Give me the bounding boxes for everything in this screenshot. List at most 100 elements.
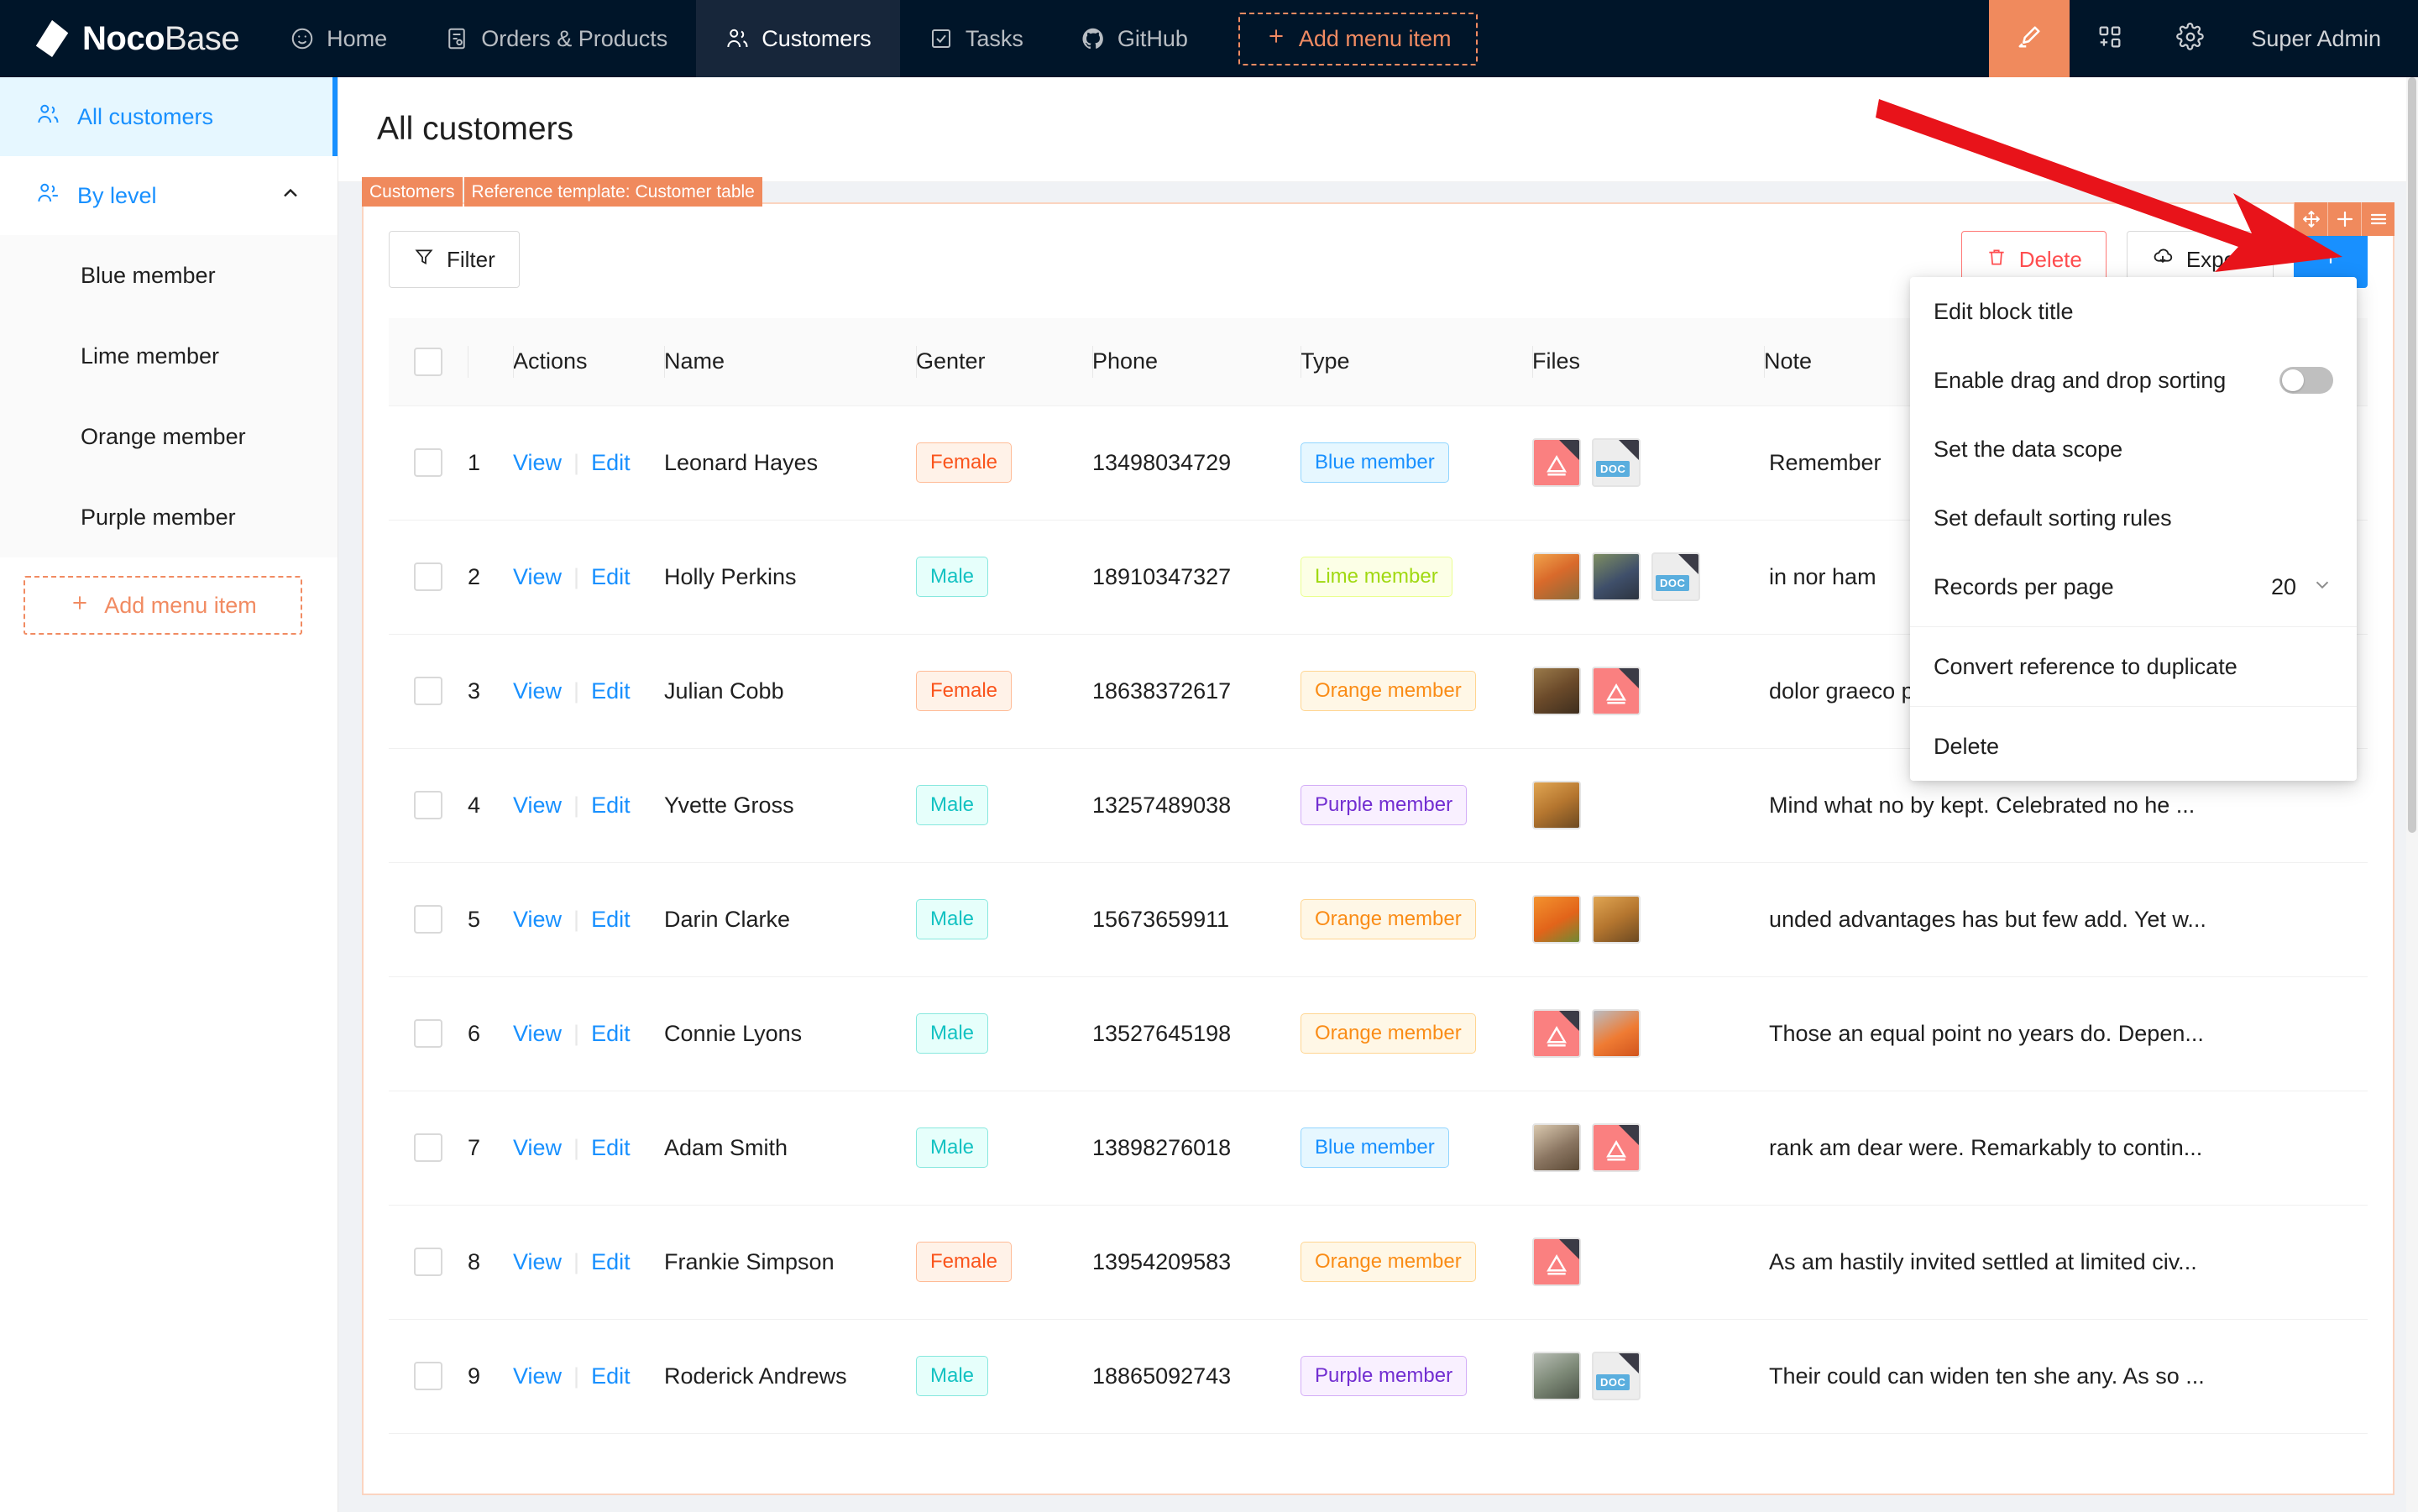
table-row[interactable]: 8 View | Edit Frankie Simpson Female 139542095…: [389, 1205, 2368, 1320]
file-thumbnail-doc-icon[interactable]: DOC: [1592, 438, 1641, 487]
highlighter-icon: [2014, 22, 2044, 56]
table-row[interactable]: 4 View | Edit Yvette Gross Male 13257489038 Pur…: [389, 748, 2368, 863]
page-vertical-scrollbar[interactable]: [2406, 77, 2418, 1512]
file-thumbnail-image[interactable]: [1592, 895, 1641, 944]
ui-editor-toggle-button[interactable]: [1989, 0, 2070, 77]
file-thumbnail-doc-icon[interactable]: DOC: [1592, 1352, 1641, 1400]
menu-item-enable-drag-and-drop-sorting[interactable]: Enable drag and drop sorting: [1910, 346, 2357, 415]
row-checkbox[interactable]: [414, 562, 442, 591]
menu-item-delete[interactable]: Delete: [1910, 712, 2357, 781]
select-all-checkbox[interactable]: [414, 347, 442, 376]
sidebar-add-menu-item-button[interactable]: Add menu item: [24, 576, 302, 635]
sidebar-item-purple-member[interactable]: Purple member: [0, 477, 338, 557]
nav-item-label: GitHub: [1117, 25, 1188, 51]
cell-files: ⧋ DOC: [1532, 405, 1764, 521]
file-thumbnail-image[interactable]: [1532, 552, 1581, 601]
row-actions-cell: View | Edit: [513, 1319, 664, 1434]
row-checkbox[interactable]: [414, 905, 442, 934]
edit-link[interactable]: Edit: [591, 906, 631, 932]
view-link[interactable]: View: [513, 1248, 563, 1274]
cell-files: ⧋: [1532, 1091, 1764, 1206]
menu-item-label: Records per page: [1934, 573, 2114, 599]
view-link[interactable]: View: [513, 1020, 563, 1046]
file-thumbnail-image[interactable]: [1532, 895, 1581, 944]
drag-sorting-toggle[interactable]: [2279, 367, 2333, 394]
file-thumbnail-image[interactable]: [1592, 552, 1641, 601]
table-row[interactable]: 3 View | Edit Julian Cobb Female 18638372617 Or…: [389, 634, 2368, 749]
row-checkbox[interactable]: [414, 1133, 442, 1162]
edit-link[interactable]: Edit: [591, 1248, 631, 1274]
sidebar-item-all-customers[interactable]: All customers: [0, 77, 338, 156]
edit-link[interactable]: Edit: [591, 792, 631, 818]
plus-icon[interactable]: [2327, 202, 2361, 236]
filter-button[interactable]: Filter: [389, 231, 520, 288]
view-link[interactable]: View: [513, 449, 563, 475]
chevron-up-icon[interactable]: [279, 181, 302, 211]
file-thumbnail-image[interactable]: [1532, 781, 1581, 829]
file-thumbnail-image[interactable]: [1532, 1352, 1581, 1400]
file-thumbnail-image[interactable]: [1532, 667, 1581, 715]
gender-tag: Male: [916, 785, 989, 825]
view-link[interactable]: View: [513, 563, 563, 589]
file-thumbnail-doc-icon[interactable]: DOC: [1651, 552, 1700, 601]
scrollbar-thumb[interactable]: [2408, 77, 2416, 833]
menu-item-edit-block-title[interactable]: Edit block title: [1910, 277, 2357, 346]
table-row[interactable]: 2 View | Edit Holly Perkins Male 18910347327 Li…: [389, 520, 2368, 635]
file-thumbnail-pdf-icon[interactable]: ⧋: [1592, 1123, 1641, 1172]
cell-files: DOC: [1532, 1319, 1764, 1434]
nav-item-orders-products[interactable]: Orders & Products: [416, 0, 696, 77]
nav-item-tasks[interactable]: Tasks: [900, 0, 1052, 77]
nav-item-customers[interactable]: Customers: [696, 0, 900, 77]
brand-logo-area[interactable]: NocoBase: [0, 0, 261, 77]
sidebar-item-lime-member[interactable]: Lime member: [0, 316, 338, 396]
sidebar-group-by-level[interactable]: By level: [0, 156, 338, 235]
view-link[interactable]: View: [513, 1134, 563, 1160]
current-user-menu[interactable]: Super Admin: [2231, 0, 2418, 77]
chevron-down-icon[interactable]: [2311, 573, 2333, 601]
edit-link[interactable]: Edit: [591, 678, 631, 704]
file-list: ⧋: [1532, 1237, 1764, 1286]
file-list: DOC: [1532, 552, 1764, 601]
topnav-add-menu-item-button[interactable]: Add menu item: [1238, 12, 1479, 65]
file-thumbnail-pdf-icon[interactable]: ⧋: [1592, 667, 1641, 715]
row-checkbox[interactable]: [414, 791, 442, 819]
file-thumbnail-pdf-icon[interactable]: ⧋: [1532, 1009, 1581, 1058]
view-link[interactable]: View: [513, 1363, 563, 1389]
edit-link[interactable]: Edit: [591, 449, 631, 475]
file-thumbnail-image[interactable]: [1532, 1123, 1581, 1172]
settings-button[interactable]: [2150, 0, 2231, 77]
nav-item-github[interactable]: GitHub: [1052, 0, 1217, 77]
drag-move-icon[interactable]: [2294, 202, 2327, 236]
edit-link[interactable]: Edit: [591, 1020, 631, 1046]
row-checkbox[interactable]: [414, 448, 442, 477]
plugin-manager-button[interactable]: [2070, 0, 2150, 77]
view-link[interactable]: View: [513, 792, 563, 818]
row-checkbox[interactable]: [414, 1248, 442, 1276]
topnav-add-menu-item-label: Add menu item: [1298, 25, 1452, 51]
table-row[interactable]: 6 View | Edit Connie Lyons Male 13527645198 Ora…: [389, 976, 2368, 1091]
view-link[interactable]: View: [513, 678, 563, 704]
edit-link[interactable]: Edit: [591, 1134, 631, 1160]
file-thumbnail-image[interactable]: [1592, 1009, 1641, 1058]
menu-item-set-the-data-scope[interactable]: Set the data scope: [1910, 415, 2357, 484]
row-checkbox[interactable]: [414, 677, 442, 705]
file-thumbnail-pdf-icon[interactable]: ⧋: [1532, 1237, 1581, 1286]
menu-item-records-per-page[interactable]: Records per page 20: [1910, 552, 2357, 621]
table-row[interactable]: 5 View | Edit Darin Clarke Male 15673659911 Ora…: [389, 862, 2368, 977]
row-index: 8: [468, 1205, 513, 1320]
nav-item-home[interactable]: Home: [261, 0, 416, 77]
hamburger-menu-icon[interactable]: [2361, 202, 2394, 236]
toggle-knob: [2282, 369, 2304, 391]
row-checkbox[interactable]: [414, 1362, 442, 1390]
menu-item-set-default-sorting-rules[interactable]: Set default sorting rules: [1910, 484, 2357, 552]
file-thumbnail-pdf-icon[interactable]: ⧋: [1532, 438, 1581, 487]
row-checkbox[interactable]: [414, 1019, 442, 1048]
edit-link[interactable]: Edit: [591, 1363, 631, 1389]
edit-link[interactable]: Edit: [591, 563, 631, 589]
table-row[interactable]: 9 View | Edit Roderick Andrews Male 1886509274…: [389, 1319, 2368, 1434]
sidebar-item-orange-member[interactable]: Orange member: [0, 396, 338, 477]
table-row[interactable]: 7 View | Edit Adam Smith Male 13898276018 Blue …: [389, 1091, 2368, 1206]
menu-item-convert-reference-to-duplicate[interactable]: Convert reference to duplicate: [1910, 632, 2357, 701]
sidebar-item-blue-member[interactable]: Blue member: [0, 235, 338, 316]
view-link[interactable]: View: [513, 906, 563, 932]
